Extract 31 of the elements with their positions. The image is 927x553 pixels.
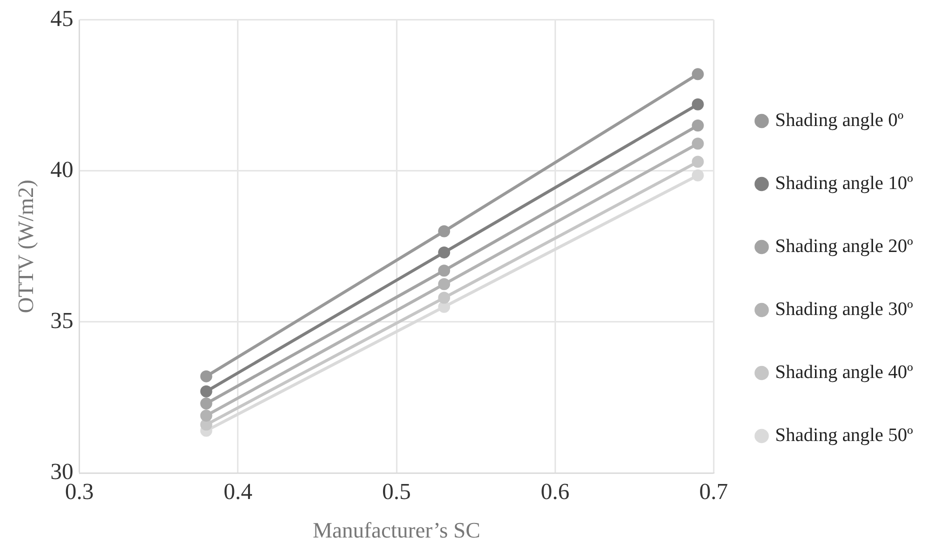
x-tick-label: 0.6 — [540, 478, 570, 504]
point — [200, 385, 212, 398]
point — [438, 264, 450, 277]
point — [438, 225, 450, 238]
x-tick-label: 0.7 — [699, 478, 728, 504]
point — [692, 98, 704, 110]
point — [200, 370, 212, 382]
point — [438, 246, 450, 258]
legend-label: Shading angle 30º — [775, 298, 914, 320]
y-tick-label: 40 — [50, 156, 74, 182]
y-axis-title: OTTV (W/m2) — [12, 180, 38, 314]
point — [438, 278, 450, 290]
point — [692, 169, 704, 182]
point — [692, 68, 704, 80]
point — [692, 156, 704, 168]
x-tick-label: 0.5 — [382, 478, 411, 504]
legend-label: Shading angle 40º — [775, 362, 914, 383]
y-tick-label: 45 — [50, 6, 74, 31]
point — [438, 292, 450, 304]
point — [692, 138, 704, 150]
point — [200, 398, 212, 410]
point — [200, 410, 212, 422]
legend-label: Shading angle 10º — [775, 172, 914, 194]
x-tick-label: 0.4 — [224, 478, 253, 504]
x-axis-title: Manufacturer’s SC — [312, 518, 480, 543]
y-tick-label: 35 — [50, 308, 74, 333]
point — [692, 120, 704, 132]
legend-label: Shading angle 0º — [775, 110, 904, 131]
point — [200, 418, 212, 431]
legend-label: Shading angle 20º — [775, 236, 914, 257]
legend-label: Shading angle 50º — [775, 424, 914, 446]
